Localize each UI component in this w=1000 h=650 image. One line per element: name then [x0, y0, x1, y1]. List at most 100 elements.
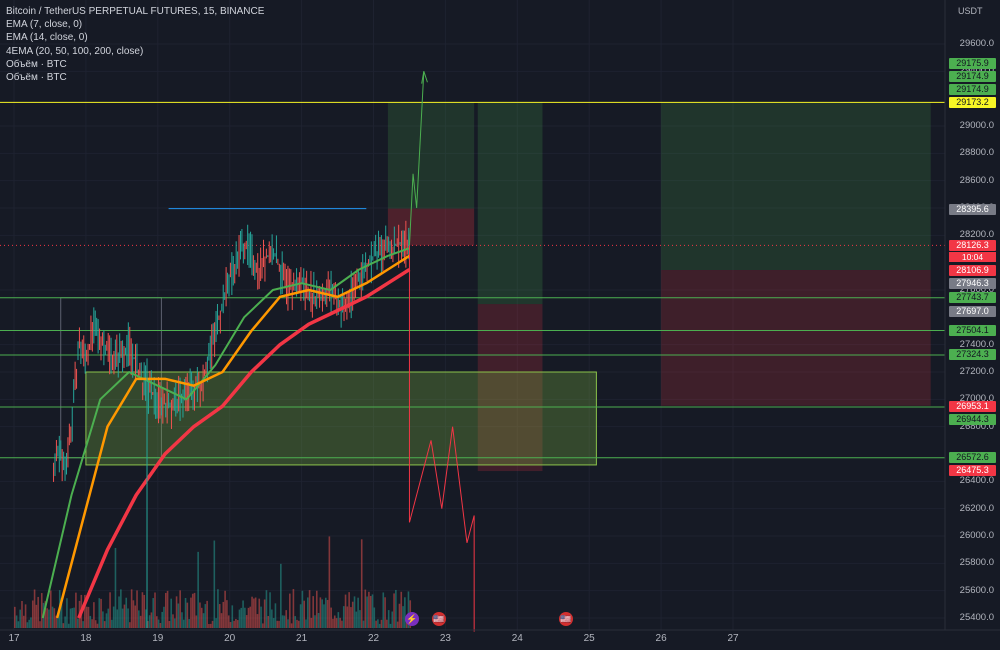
volume-bar: [35, 604, 38, 628]
stop-zone-3[interactable]: [661, 270, 931, 406]
volume-bar: [369, 596, 372, 628]
currency-label[interactable]: USDT: [958, 6, 983, 16]
volume-bar: [346, 606, 349, 628]
ema_mid-line[interactable]: [55, 254, 411, 619]
time-tick-label: 25: [583, 633, 595, 644]
volume-bar: [105, 613, 108, 628]
volume-bar: [373, 607, 376, 628]
volume-bar: [217, 589, 219, 628]
volume-bar: [22, 615, 25, 628]
volume-bar: [157, 619, 160, 628]
price-tick-label: 25800.0: [959, 557, 994, 569]
price-tick-label: 26000.0: [959, 530, 994, 541]
volume-bar: [48, 609, 50, 628]
volume-bar: [233, 620, 235, 628]
time-tick-label: 23: [439, 633, 451, 644]
volume-label-2[interactable]: Объём · BTC: [6, 72, 67, 84]
price-tick-label: 29600.0: [959, 38, 994, 49]
volume-bar: [280, 563, 282, 628]
volume-bar: [294, 616, 297, 628]
lightning-icon[interactable]: ⚡: [405, 612, 419, 626]
volume-bar: [235, 618, 237, 628]
volume-bar: [330, 607, 332, 628]
volume-bar: [112, 606, 115, 628]
volume-bar: [82, 621, 84, 628]
volume-bar: [156, 616, 158, 628]
volume-bar: [348, 592, 350, 628]
price-tick-label: 26200.0: [959, 502, 994, 514]
volume-bar: [342, 606, 345, 628]
volume-label-1[interactable]: Объём · BTC: [6, 58, 67, 70]
volume-bar: [186, 602, 189, 628]
volume-bar: [377, 619, 379, 628]
bullish-projection[interactable]: [408, 71, 425, 246]
volume-bar: [344, 594, 347, 628]
volume-bar: [389, 623, 392, 628]
indicator-legend: Bitcoin / TetherUS PERPETUAL FUTURES, 15…: [6, 5, 264, 84]
volume-bar: [222, 601, 225, 628]
volume-bar: [253, 598, 255, 628]
volume-bar: [393, 593, 395, 628]
volume-bar: [120, 589, 122, 628]
ema14-label[interactable]: EMA (14, close, 0): [6, 32, 88, 44]
symbol-title[interactable]: Bitcoin / TetherUS PERPETUAL FUTURES, 15…: [6, 6, 265, 17]
volume-bar: [364, 589, 367, 628]
volume-bar: [51, 606, 54, 628]
volume-bar: [67, 623, 70, 628]
volume-bar: [244, 607, 246, 628]
volume-bar: [305, 619, 307, 628]
ema7-label[interactable]: EMA (7, close, 0): [6, 19, 83, 31]
volume-bar: [292, 589, 295, 628]
price-tick-label: 26400.0: [959, 475, 994, 487]
ema4-label[interactable]: 4EMA (20, 50, 100, 200, close): [6, 45, 144, 57]
long-stop-zone[interactable]: [387, 208, 475, 246]
long-target-zone[interactable]: [387, 102, 475, 209]
us-flag-icon-2[interactable]: 🇺🇸: [559, 612, 573, 626]
volume-bar: [46, 608, 48, 628]
volume-bar: [247, 607, 250, 628]
volume-bar: [111, 619, 113, 628]
stop-zone-2[interactable]: [477, 304, 543, 472]
volume-bar: [57, 614, 59, 628]
ema_slow-line[interactable]: [77, 268, 411, 619]
price-tag: 27946.3: [949, 278, 996, 289]
volume-bar: [130, 589, 133, 628]
bearish-projection[interactable]: [408, 245, 475, 632]
ema_fast-line[interactable]: [41, 247, 410, 619]
volume-bar: [240, 607, 243, 628]
volume-bar: [154, 592, 156, 628]
price-tag: 27743.7: [949, 292, 996, 303]
price-tick-label: 28800.0: [959, 147, 994, 159]
volume-bar: [177, 603, 180, 628]
volume-bar: [28, 619, 30, 628]
volume-bar: [85, 606, 88, 628]
volume-bar: [166, 590, 169, 628]
volume-bar: [188, 619, 190, 628]
us-flag-icon[interactable]: 🇺🇸: [432, 612, 446, 626]
volume-bar: [391, 611, 394, 628]
price-tick-label: 27000.0: [959, 393, 994, 405]
volume-bar: [136, 590, 138, 628]
price-tag: 29175.9: [949, 58, 996, 69]
volume-bar: [308, 590, 311, 628]
volume-bar: [37, 596, 39, 628]
volume-bar: [355, 611, 358, 628]
volume-bar: [260, 606, 262, 628]
price-tick-label: 29400.0: [946, 65, 994, 76]
target-zone-2[interactable]: [477, 102, 543, 305]
price-tag: 27697.0: [949, 306, 996, 317]
price-tag: 28395.6: [949, 204, 996, 215]
volume-bar: [366, 596, 368, 628]
volume-bar: [39, 621, 41, 628]
price-tag: 26572.6: [949, 452, 996, 463]
volume-bar: [396, 621, 399, 628]
price-tag: 28106.9: [949, 265, 996, 276]
target-zone-3[interactable]: [661, 102, 931, 271]
volume-bar: [328, 536, 331, 628]
volume-bar: [278, 620, 280, 628]
volume-bar: [339, 617, 341, 628]
volume-bar: [274, 603, 277, 628]
volume-bar: [66, 598, 68, 628]
time-tick-label: 18: [80, 633, 92, 644]
